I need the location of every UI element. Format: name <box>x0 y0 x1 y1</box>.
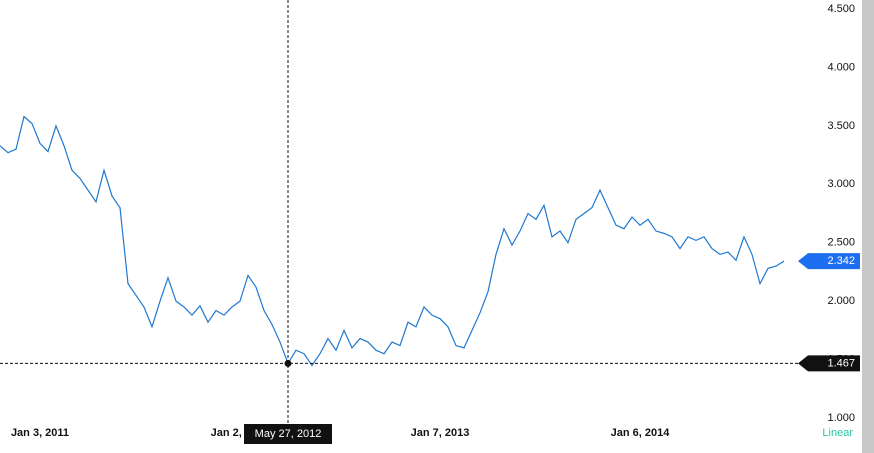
cursor-value-label: 1.467 <box>827 357 855 369</box>
x-tick-label: Jan 7, 2013 <box>411 427 470 439</box>
price-tag-label: 2.342 <box>827 255 855 267</box>
x-tick-label: Jan 6, 2014 <box>611 427 671 439</box>
cursor-date-tag <box>244 424 332 444</box>
y-tick-label: 3.500 <box>827 120 855 132</box>
price-tag <box>798 253 860 270</box>
y-tick-label: 2.000 <box>827 295 855 307</box>
y-tick-label: 1.000 <box>827 412 855 424</box>
cursor-value-tag <box>798 355 860 372</box>
y-tick-label: 3.000 <box>827 178 855 190</box>
line <box>0 115 785 367</box>
scale-button[interactable]: Linear <box>822 427 853 439</box>
y-tick-label: 4.000 <box>827 61 855 73</box>
y-tick-label: 4.500 <box>827 3 855 15</box>
x-tick-label: Jan 3, 2011 <box>11 427 69 439</box>
cursor-date-label: May 27, 2012 <box>255 428 322 440</box>
cursor-point <box>284 359 292 367</box>
y-tick-label: 2.500 <box>827 237 855 249</box>
scrollbar <box>862 0 874 453</box>
